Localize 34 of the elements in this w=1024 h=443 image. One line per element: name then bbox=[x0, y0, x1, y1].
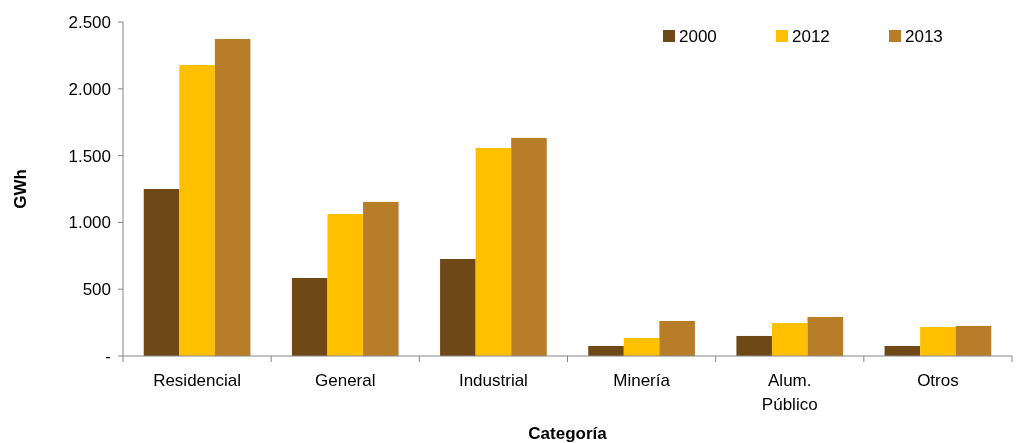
bar bbox=[475, 147, 512, 356]
y-tick-label: 1.500 bbox=[68, 146, 111, 166]
bar bbox=[659, 321, 695, 356]
x-tick-label: Otros bbox=[917, 371, 959, 390]
y-tick-label: - bbox=[105, 346, 111, 366]
x-tick-label: General bbox=[315, 371, 376, 390]
bar bbox=[736, 335, 772, 356]
bar bbox=[588, 345, 624, 356]
bar bbox=[771, 323, 808, 356]
bar bbox=[440, 259, 476, 356]
y-tick-label: 500 bbox=[82, 280, 111, 300]
x-tick-label: Residencial bbox=[153, 371, 242, 390]
x-tick-label: Minería bbox=[613, 371, 671, 390]
x-tick-label: Alum. Público bbox=[761, 371, 818, 414]
x-tick-label: Industrial bbox=[458, 371, 528, 390]
y-axis-title: GWh bbox=[11, 169, 30, 209]
legend-label: 2000 bbox=[679, 26, 717, 46]
bar bbox=[920, 327, 956, 356]
bar bbox=[327, 213, 364, 356]
bar bbox=[955, 325, 992, 356]
bar bbox=[143, 189, 180, 356]
bar bbox=[291, 277, 328, 356]
bar bbox=[179, 65, 215, 356]
bar bbox=[511, 137, 547, 356]
y-tick-label: 2.000 bbox=[68, 79, 111, 99]
bar bbox=[214, 38, 251, 356]
bar bbox=[623, 337, 660, 356]
legend-label: 2012 bbox=[792, 26, 830, 46]
bar bbox=[807, 316, 844, 356]
legend-label: 2013 bbox=[905, 26, 943, 46]
bar bbox=[363, 201, 399, 356]
y-tick-label: 2.500 bbox=[68, 12, 111, 32]
x-axis-title: Categoría bbox=[528, 424, 608, 443]
y-tick-label: 1.000 bbox=[68, 213, 111, 233]
